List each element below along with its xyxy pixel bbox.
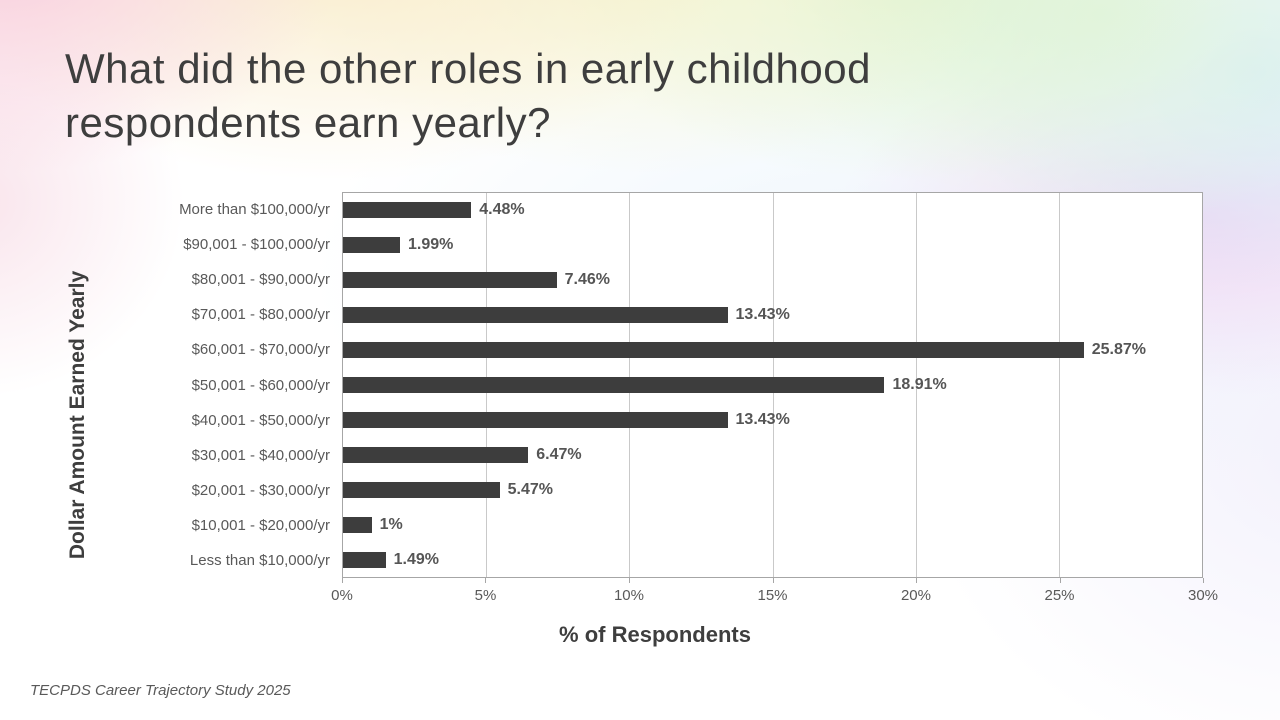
gridline [915, 193, 917, 577]
category-label: $70,001 - $80,000/yr [191, 306, 330, 324]
slide-title-line2: respondents earn yearly? [65, 98, 551, 146]
category-label: More than $100,000/yr [179, 201, 330, 219]
category-label: $10,001 - $20,000/yr [191, 516, 330, 534]
x-tick-label: 25% [1044, 587, 1075, 604]
bar: 1% [343, 516, 403, 533]
bar: 1.49% [343, 551, 439, 568]
bar-data-label: 1.99% [407, 236, 454, 254]
category-axis-labels: More than $100,000/yr $90,001 - $100,000/… [90, 192, 330, 578]
x-axis-tick-labels: 0% 5% 10% 15% 20% 25% 30% [331, 587, 1218, 607]
bar: 25.87% [343, 341, 1146, 359]
bar-data-label: 6.47% [536, 445, 582, 463]
category-label: $90,001 - $100,000/yr [183, 236, 330, 254]
gridline [1058, 193, 1060, 577]
bar: 7.46% [343, 271, 610, 289]
bar-data-label: 1% [379, 515, 403, 533]
x-tick-label: 5% [474, 587, 497, 604]
bar-data-label: 7.46% [564, 271, 610, 289]
bar: 6.47% [343, 446, 582, 463]
bar: 13.43% [343, 306, 790, 324]
bar: 13.43% [343, 411, 790, 428]
bar: 1.99% [343, 236, 453, 254]
slide-title: What did the other roles in early childh… [65, 42, 1195, 150]
x-tick-mark [1059, 578, 1061, 583]
bar-data-label: 4.48% [479, 201, 525, 219]
x-axis-title: % of Respondents [559, 622, 751, 647]
category-label: $20,001 - $30,000/yr [191, 481, 330, 499]
category-label: Less than $10,000/yr [189, 551, 330, 569]
category-label: $50,001 - $60,000/yr [191, 376, 330, 394]
y-axis-title: Dollar Amount Earned Yearly [66, 270, 89, 560]
x-tick-label: 20% [900, 587, 931, 604]
category-label: $80,001 - $90,000/yr [191, 271, 330, 289]
source-note: TECPDS Career Trajectory Study 2025 [30, 682, 291, 699]
bar: 18.91% [343, 376, 947, 393]
bar-data-label: 13.43% [735, 306, 790, 324]
x-tick-mark [915, 578, 917, 583]
x-tick-label: 10% [613, 587, 644, 604]
bar: 4.48% [343, 201, 525, 219]
plot-area: 4.48% 1.99% 7.46% 13.43% 25.87% 18.91% 13.43% 6… [342, 192, 1203, 578]
x-tick-mark [1203, 578, 1204, 583]
category-label: $60,001 - $70,000/yr [191, 341, 330, 359]
bar-data-label: 5.47% [507, 480, 553, 498]
x-tick-label: 15% [757, 587, 788, 604]
x-tick-label: 0% [331, 587, 353, 604]
x-tick-mark [485, 578, 487, 583]
x-tick-label: 30% [1187, 587, 1219, 604]
bar-data-label: 1.49% [393, 550, 440, 568]
category-label: $40,001 - $50,000/yr [191, 411, 330, 429]
category-label: $30,001 - $40,000/yr [191, 446, 330, 464]
x-tick-mark [772, 578, 774, 583]
bar: 5.47% [343, 481, 553, 498]
bar-data-label: 25.87% [1091, 341, 1146, 359]
bar-data-label: 13.43% [735, 410, 790, 428]
x-tick-mark [342, 578, 343, 583]
x-tick-mark [628, 578, 630, 583]
x-axis-tick-marks [342, 578, 1204, 583]
slide-title-line1: What did the other roles in early childh… [65, 45, 871, 92]
bar-data-label: 18.91% [892, 376, 947, 393]
